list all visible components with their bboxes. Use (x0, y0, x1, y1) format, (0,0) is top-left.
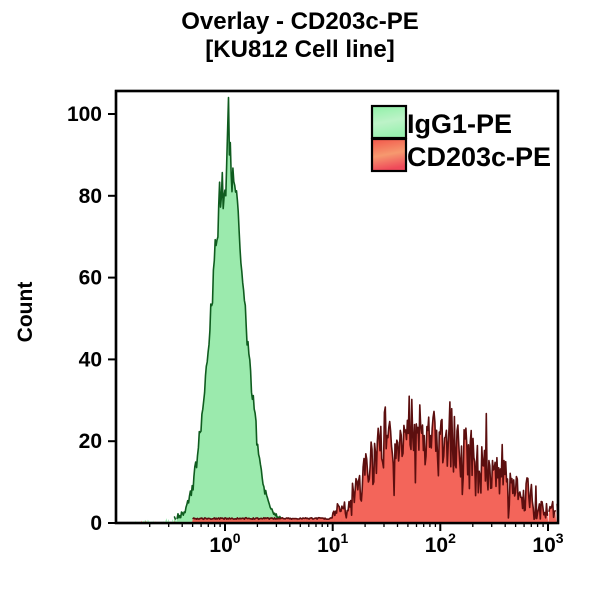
svg-text:103: 103 (532, 530, 563, 557)
svg-text:IgG1-PE: IgG1-PE (407, 109, 512, 139)
svg-text:CD203c-PE: CD203c-PE (407, 142, 551, 172)
svg-text:20: 20 (79, 430, 102, 453)
svg-text:100: 100 (209, 530, 240, 557)
svg-text:102: 102 (425, 530, 456, 557)
svg-text:40: 40 (79, 348, 102, 371)
svg-text:100: 100 (67, 103, 102, 126)
svg-text:60: 60 (79, 267, 102, 290)
svg-text:80: 80 (79, 185, 102, 208)
svg-text:101: 101 (317, 530, 348, 557)
svg-text:0: 0 (90, 512, 102, 535)
